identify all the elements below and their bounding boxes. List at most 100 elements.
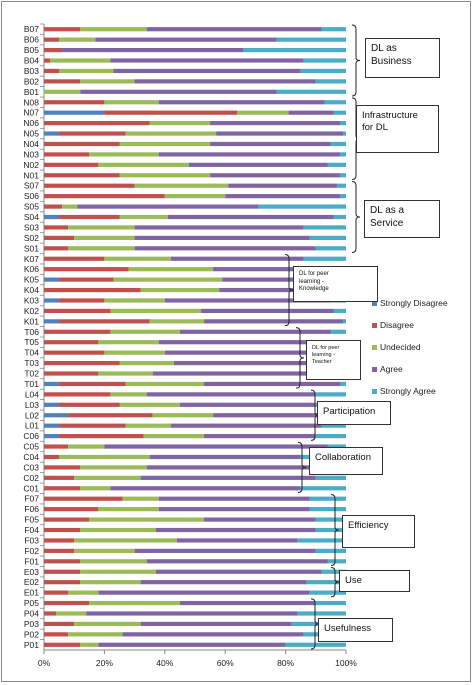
bar-segment-undecided [68,632,123,637]
bar-segment-strongly-agree [303,58,346,63]
legend-swatch [372,345,377,350]
y-tick-label: K01 [24,316,39,326]
bar-segment-undecided [128,267,214,272]
group-label-box: Collaboration [309,447,383,475]
bar-segment-undecided [104,350,165,355]
group-label-line: for DL [362,121,388,133]
group-brace [351,181,361,254]
y-tick-label: P01 [24,640,39,650]
legend-swatch [372,367,377,372]
bar-segment-agree [158,496,310,501]
bar-segment-disagree [44,444,69,449]
bar-segment-agree [140,580,307,585]
bar-segment-agree [210,173,340,178]
bar-segment-strongly-disagree [44,381,60,387]
y-tick-label: K05 [24,275,39,285]
bar-segment-disagree [44,183,135,188]
bar-segment-disagree [44,100,105,105]
y-tick-label: F05 [24,515,39,525]
bar-segment-agree [149,454,301,460]
y-tick-label: B02 [24,76,39,86]
bar-segment-agree [155,569,322,574]
bar-segment-disagree [44,256,105,261]
bar-segment-strongly-agree [327,162,346,167]
bar-segment-agree [164,298,331,303]
bar-segment-agree [228,183,337,188]
bar-segment-undecided [44,89,81,94]
bar-segment-strongly-agree [315,517,346,522]
y-tick-label: K04 [24,285,39,295]
bar-segment-agree [86,611,298,616]
bar-segment-strongly-agree [330,141,346,147]
bar-segment-disagree [44,287,141,293]
group-label-line: Use [345,575,362,586]
y-tick-label: F07 [24,494,39,504]
bar-segment-strongly-agree [342,131,346,136]
y-tick-label: N01 [23,170,39,180]
bar-segment-disagree [44,79,81,84]
y-tick-label: T05 [24,337,39,347]
group-label-box: DL for peer learning - Teacher [306,340,361,380]
bar-segment-strongly-agree [339,194,346,199]
y-tick-label: L01 [25,421,39,431]
group-label-box: Infrastructure for DL [356,105,439,153]
x-tick-label: 0% [38,658,51,668]
bar-segment-undecided [98,371,153,376]
group-label-line: Knowledge [299,286,329,292]
y-tick-label: P04 [24,608,39,618]
y-tick-label: F02 [24,546,39,556]
bar-segment-undecided [119,214,168,220]
bar-segment-strongly-agree [339,173,346,178]
bar-segment-agree [110,486,301,491]
y-tick-label: S04 [24,212,39,222]
bar-segment-disagree [44,329,111,334]
bar-segment-disagree [44,152,90,157]
y-tick-label: T04 [24,348,39,358]
legend-label: Undecided [380,342,421,352]
y-tick-label: N03 [23,149,39,159]
legend-label: Strongly Disagree [380,298,448,308]
bar-segment-disagree [44,569,81,574]
bar-segment-undecided [89,152,159,157]
bar-segment-strongly-agree [315,475,346,480]
bar-segment-undecided [104,298,165,303]
bar-segment-disagree [59,381,126,387]
bar-segment-agree [170,256,304,261]
group-label-line: Efficiency [348,520,389,531]
y-tick-label: P05 [24,598,39,608]
bar-segment-undecided [62,204,78,209]
bar-segment-agree [213,267,328,272]
bar-segment-strongly-agree [315,434,346,439]
bar-segment-undecided [119,173,211,178]
bar-segment-agree [213,413,319,418]
bar-segment-undecided [68,590,99,595]
x-tick-label: 40% [156,658,173,668]
group-label-box: DL as a Service [364,200,440,238]
bar-segment-agree [158,507,310,512]
bar-segment-disagree [59,402,120,407]
bar-segment-disagree [44,194,165,199]
bar-segment-disagree [44,204,63,209]
group-label-box: Efficiency [342,515,415,548]
bar-segment-disagree [44,486,81,491]
bar-segment-agree [288,110,334,115]
group-label-box: Use [339,570,410,592]
bar-segment-strongly-agree [276,37,346,42]
bar-segment-undecided [50,58,111,63]
bar-segment-disagree [44,611,57,616]
bar-segment-undecided [68,225,135,230]
group-label-line: Service [370,217,404,229]
y-tick-label: C05 [23,442,39,452]
y-tick-label: B05 [24,45,39,55]
y-tick-label: E02 [24,577,39,587]
y-tick-label: K03 [24,295,39,305]
group-label-line: Participation [323,406,376,417]
bar-segment-disagree [44,538,75,543]
legend-label: Strongly Agree [380,386,436,396]
legend-swatch [372,301,377,306]
bar-segment-agree [155,527,316,533]
bar-segment-undecided [98,162,189,167]
y-tick-label: S02 [24,233,39,243]
bar-segment-disagree [44,308,111,314]
